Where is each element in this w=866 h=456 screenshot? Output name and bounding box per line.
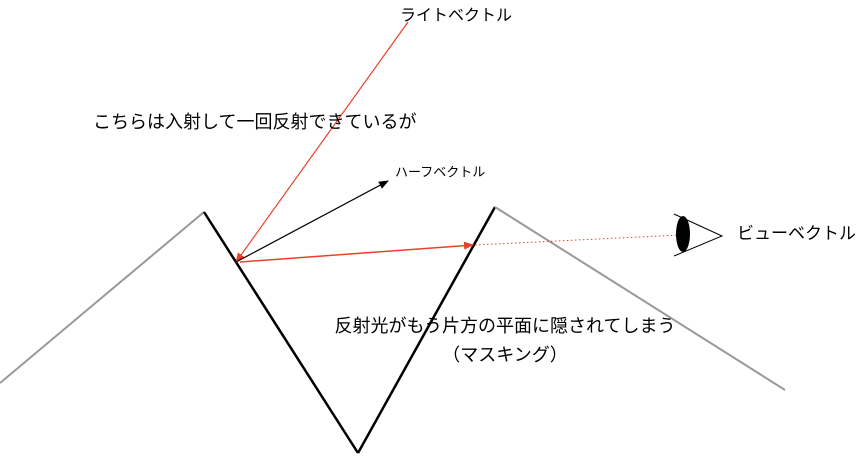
view-dotted bbox=[474, 234, 681, 246]
light-vector-label: ライトベクトル bbox=[400, 6, 512, 25]
half-vector-label: ハーフベクトル bbox=[395, 166, 485, 181]
surface-right bbox=[494, 206, 786, 391]
view-vector-label: ビューベクトル bbox=[737, 224, 856, 244]
reflect-arrow bbox=[239, 241, 474, 263]
note-label: こちらは入射して一回反射できているが bbox=[93, 112, 416, 133]
eye-icon bbox=[673, 213, 724, 257]
surface-v-left bbox=[202, 211, 360, 454]
surface-left bbox=[0, 211, 205, 384]
masking-label: 反射光がもう片方の平面に隠されてしまう bbox=[335, 316, 676, 337]
masking-label: （マスキング） bbox=[442, 345, 567, 366]
light-arrow bbox=[235, 21, 409, 263]
half-arrow bbox=[235, 180, 389, 263]
